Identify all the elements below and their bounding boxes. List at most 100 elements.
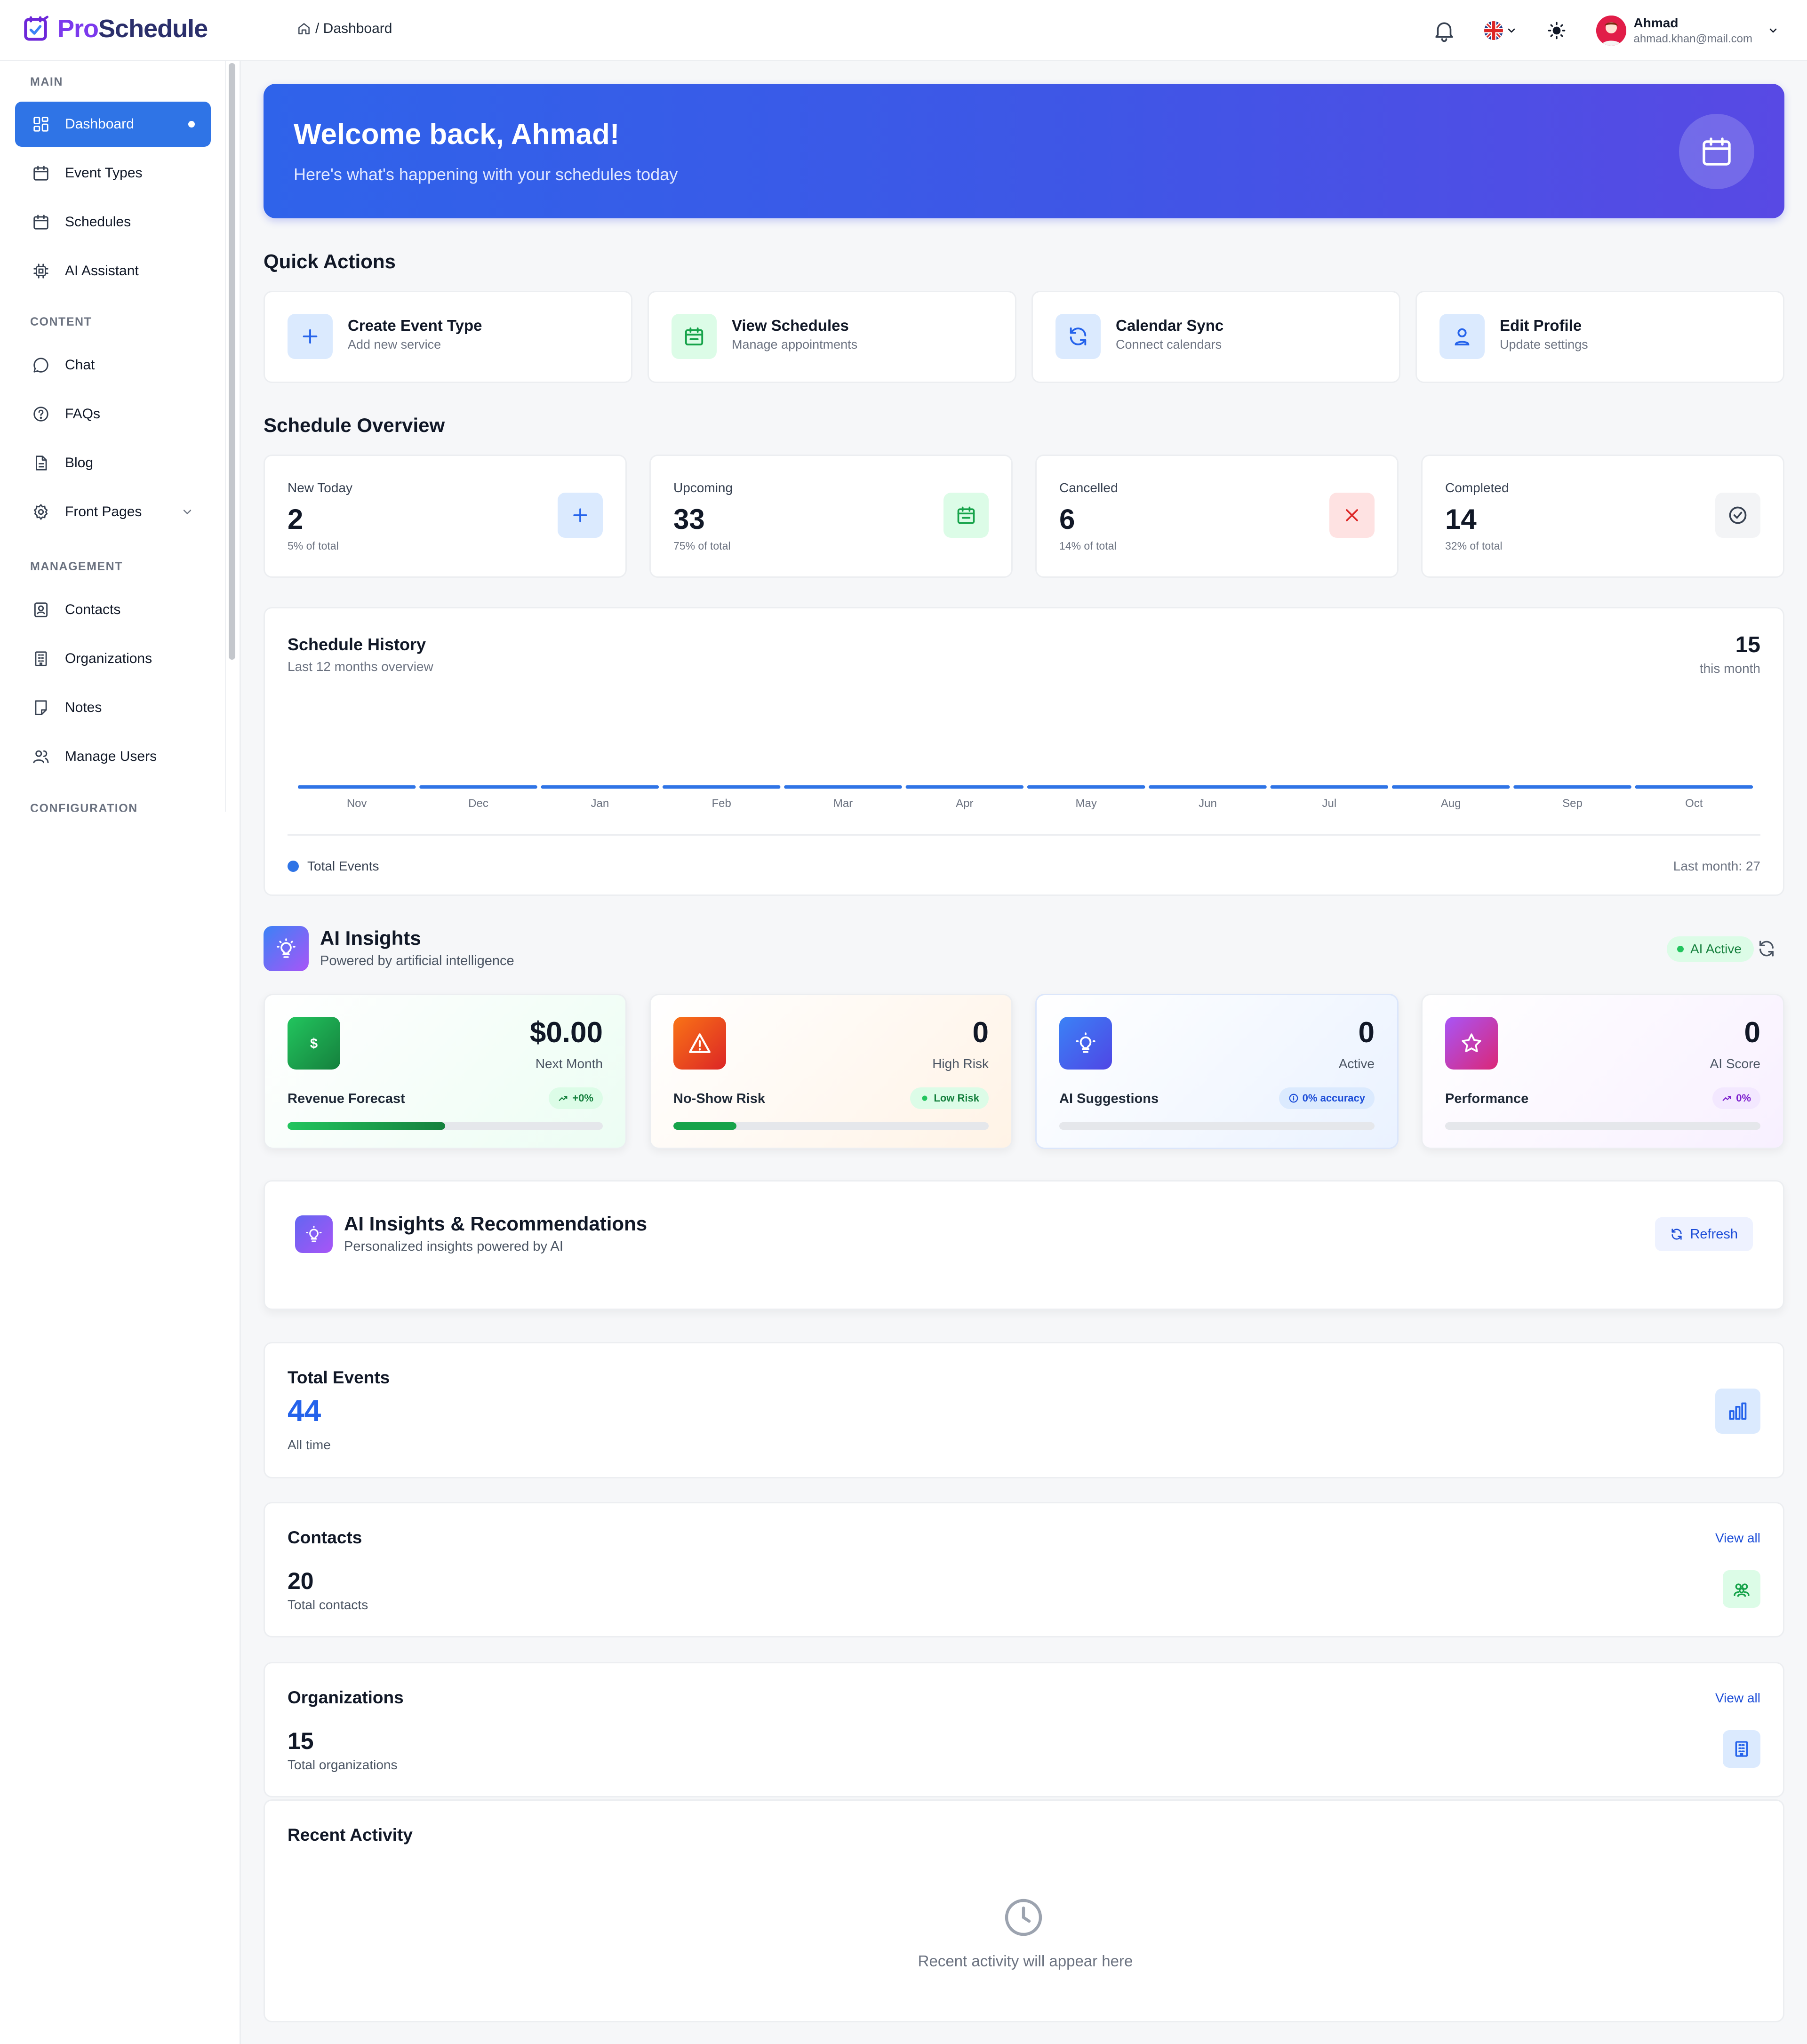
sidebar-item-ai-assistant[interactable]: AI Assistant	[15, 248, 211, 294]
warning-icon	[689, 1033, 711, 1053]
app-logo[interactable]: ProSchedule	[23, 14, 208, 43]
sidebar-item-schedules[interactable]: Schedules	[15, 200, 211, 245]
sync-icon	[1070, 327, 1087, 346]
sidebar-scrollbar[interactable]	[225, 61, 236, 812]
insight-card-revenue: $ $0.00 Next Month Revenue Forecast +0%	[264, 994, 627, 1149]
insight-label: Performance	[1445, 1091, 1529, 1106]
quick-action-calendar-sync[interactable]: Calendar Sync Connect calendars	[1031, 291, 1400, 383]
stat-label: New Today	[288, 480, 353, 495]
sidebar-item-chat[interactable]: Chat	[15, 343, 211, 388]
stat-value: 14	[1445, 503, 1477, 535]
ai-status-badge: AI Active	[1667, 936, 1754, 962]
quick-action-edit-profile[interactable]: Edit Profile Update settings	[1415, 291, 1784, 383]
organizations-view-all-link[interactable]: View all	[1715, 1691, 1760, 1705]
chart-bar-dec[interactable]	[419, 785, 537, 789]
chart-bar-sep[interactable]	[1513, 785, 1631, 789]
sidebar-item-notes[interactable]: Notes	[15, 685, 211, 730]
sidebar-section-main: MAIN	[30, 75, 63, 88]
insight-card-performance: 0 AI Score Performance 0%	[1421, 994, 1784, 1149]
chart-legend: Total Events	[288, 859, 379, 874]
insight-badge: 0%	[1712, 1087, 1760, 1109]
calendar-icon	[957, 506, 975, 524]
bar-chart-icon-box	[1715, 1389, 1760, 1434]
chevron-down-icon	[183, 510, 192, 515]
chart-bar-jan[interactable]	[541, 785, 659, 789]
user-email: ahmad.khan@mail.com	[1633, 32, 1752, 45]
chart-x-tick-label: Dec	[468, 797, 488, 810]
welcome-title: Welcome back, Ahmad!	[294, 118, 620, 151]
schedule-overview-title: Schedule Overview	[264, 414, 445, 436]
sidebar-nav: MAIN Dashboard Event Types Schedules AI …	[0, 61, 231, 812]
contacts-card: Contacts View all 20 Total contacts	[264, 1502, 1784, 1637]
sidebar-item-dashboard[interactable]: Dashboard	[15, 102, 211, 147]
chart-bar-aug[interactable]	[1392, 785, 1510, 789]
calendar-icon	[33, 215, 48, 230]
quick-action-title: View Schedules	[732, 317, 849, 334]
sidebar-item-organizations[interactable]: Organizations	[15, 636, 211, 681]
quick-actions-title: Quick Actions	[264, 250, 396, 272]
chart-bar-mar[interactable]	[784, 785, 902, 789]
stat-note: 5% of total	[288, 540, 339, 552]
chart-bar-nov[interactable]	[298, 785, 416, 789]
sun-icon[interactable]	[1547, 21, 1566, 40]
history-title: Schedule History	[288, 635, 426, 654]
sidebar-item-contacts[interactable]: Contacts	[15, 587, 211, 632]
insight-label: AI Suggestions	[1059, 1091, 1159, 1106]
insight-label: No-Show Risk	[673, 1091, 765, 1106]
calendar-icon-box	[943, 493, 989, 538]
stat-value: 6	[1059, 503, 1075, 535]
contacts-view-all-link[interactable]: View all	[1715, 1531, 1760, 1545]
building-icon	[35, 651, 47, 666]
sidebar-item-label: Front Pages	[65, 504, 142, 519]
refresh-icon[interactable]	[1757, 939, 1776, 958]
lightbulb-icon-box	[295, 1215, 333, 1253]
breadcrumb-current: / Dashboard	[315, 21, 392, 36]
stat-value: 2	[288, 503, 304, 535]
sidebar-item-event-types[interactable]: Event Types	[15, 151, 211, 196]
organizations-card: Organizations View all 15 Total organiza…	[264, 1662, 1784, 1797]
user-menu[interactable]: Ahmad ahmad.khan@mail.com	[1596, 16, 1779, 46]
ai-insights-subtitle: Powered by artificial intelligence	[320, 953, 514, 968]
sidebar-scrollbar-thumb[interactable]	[229, 63, 235, 660]
chart-x-tick-label: Mar	[833, 797, 853, 810]
language-selector[interactable]	[1484, 21, 1517, 40]
sidebar-item-manage-users[interactable]: Manage Users	[15, 734, 211, 779]
contacts-value: 20	[288, 1568, 314, 1594]
chart-bar-apr[interactable]	[905, 785, 1023, 789]
user-icon	[1455, 328, 1470, 346]
ai-recommendations-card: AI Insights & Recommendations Personaliz…	[264, 1180, 1784, 1310]
sidebar-section-configuration: CONFIGURATION	[30, 802, 138, 812]
sidebar-item-label: FAQs	[65, 406, 101, 422]
ai-insights-icon-box	[264, 926, 309, 971]
lightbulb-icon-box	[1059, 1017, 1112, 1070]
stat-card-upcoming: Upcoming 33 75% of total	[649, 455, 1013, 578]
refresh-button[interactable]: Refresh	[1655, 1217, 1753, 1251]
sidebar-item-faqs[interactable]: FAQs	[15, 391, 211, 437]
total-events-card: Total Events 44 All time	[264, 1342, 1784, 1478]
breadcrumb: / Dashboard	[296, 21, 392, 37]
quick-action-subtitle: Add new service	[348, 337, 441, 351]
calendar-badge	[1679, 114, 1754, 189]
sidebar-item-blog[interactable]: Blog	[15, 440, 211, 486]
chart-bar-jul[interactable]	[1270, 785, 1388, 789]
chart-x-tick-label: Oct	[1685, 797, 1703, 810]
chart-x-tick-label: Feb	[712, 797, 731, 810]
warning-icon-box	[673, 1017, 726, 1070]
chart-bar-may[interactable]	[1027, 785, 1145, 789]
uk-flag-icon	[1484, 21, 1503, 40]
chart-bar-feb[interactable]	[663, 785, 781, 789]
quick-action-create-event-type[interactable]: Create Event Type Add new service	[264, 291, 632, 383]
users-icon	[33, 750, 49, 764]
insight-value: 0	[1358, 1016, 1375, 1049]
divider	[288, 834, 1760, 836]
insight-value-label: High Risk	[932, 1056, 989, 1071]
chart-bar-oct[interactable]	[1635, 785, 1753, 789]
stat-card-completed: Completed 14 32% of total	[1421, 455, 1784, 578]
star-icon-box	[1445, 1017, 1498, 1070]
home-icon[interactable]	[296, 21, 312, 36]
chart-bar-jun[interactable]	[1149, 785, 1267, 789]
sidebar-item-label: Notes	[65, 700, 102, 715]
bell-icon[interactable]	[1431, 18, 1457, 43]
quick-action-view-schedules[interactable]: View Schedules Manage appointments	[648, 291, 1016, 383]
sidebar-item-front-pages[interactable]: Front Pages	[15, 489, 211, 535]
